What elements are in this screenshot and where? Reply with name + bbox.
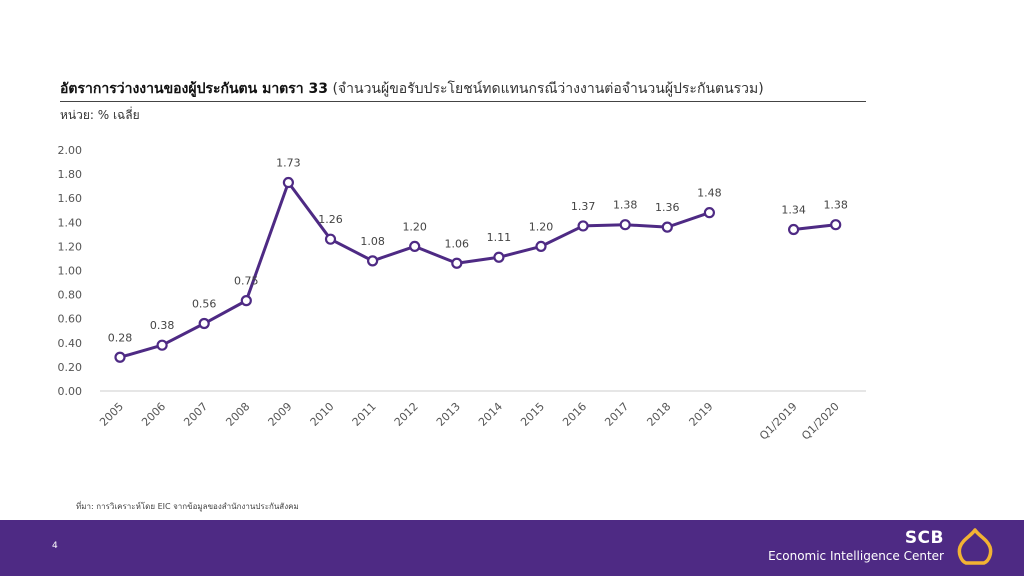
y-tick-label: 1.20 xyxy=(58,240,83,253)
data-label: 1.08 xyxy=(360,235,385,248)
x-tick-label: 2014 xyxy=(476,400,505,429)
brand-text: SCB Economic Intelligence Center xyxy=(768,528,944,564)
data-label: 1.73 xyxy=(276,157,301,170)
x-tick-label: 2016 xyxy=(560,400,589,429)
y-tick-label: 0.40 xyxy=(58,337,83,350)
data-point xyxy=(535,240,547,252)
title-divider xyxy=(60,101,866,102)
unit-label: หน่วย: % เฉลี่ย xyxy=(60,108,140,122)
series-line xyxy=(793,223,836,232)
x-tick-label: 2005 xyxy=(97,400,126,429)
data-point xyxy=(787,223,800,236)
data-point xyxy=(661,221,673,233)
chart-title-main: อัตราการว่างงานของผู้ประกันตน มาตรา 33 xyxy=(60,81,329,97)
data-label: 1.06 xyxy=(445,237,470,250)
data-label: 1.20 xyxy=(402,220,427,233)
data-point xyxy=(324,233,337,245)
x-tick-label: 2018 xyxy=(644,400,673,429)
data-label: 0.28 xyxy=(108,331,133,344)
y-tick-label: 2.00 xyxy=(58,144,83,157)
x-tick-label: Q1/2019 xyxy=(757,400,800,443)
y-tick-label: 0.80 xyxy=(58,289,83,302)
data-point xyxy=(156,339,168,351)
data-point xyxy=(282,176,294,189)
brand-subtitle: Economic Intelligence Center xyxy=(768,549,944,563)
data-label: 0.75 xyxy=(234,275,259,288)
source-note: ที่มา: การวิเคราะห์โดย EIC จากข้อมูลของส… xyxy=(76,502,299,511)
data-label: 1.37 xyxy=(571,200,596,213)
line-chart: 0.00 0.20 0.40 0.60 0.80 1.00 1.20 1.40 1.60 1.80… xyxy=(58,144,866,443)
data-point xyxy=(703,207,716,219)
x-tick-label: 2008 xyxy=(223,400,252,429)
data-label: 1.34 xyxy=(781,204,806,217)
chart-title-sub: (จำนวนผู้ขอรับประโยชน์ทดแทนกรณีว่างงานต่… xyxy=(332,81,764,97)
data-point xyxy=(367,255,379,267)
x-tick-label: 2017 xyxy=(602,400,631,429)
data-label: 1.11 xyxy=(487,231,512,244)
y-tick-label: 1.80 xyxy=(58,168,83,181)
data-label: 1.36 xyxy=(655,201,680,214)
y-tick-label: 1.40 xyxy=(58,216,83,229)
x-tick-label: 2009 xyxy=(266,400,295,429)
chart-title: อัตราการว่างงานของผู้ประกันตน มาตรา 33 (… xyxy=(60,78,866,100)
x-tick-label: 2010 xyxy=(308,400,337,429)
x-tick-label: 2013 xyxy=(434,400,463,429)
page-number: 4 xyxy=(52,541,58,551)
brand-name: SCB xyxy=(904,528,944,548)
y-tick-label: 0.20 xyxy=(58,361,83,374)
data-label: 1.20 xyxy=(529,220,554,233)
x-tick-label: 2019 xyxy=(687,400,716,429)
data-label: 1.26 xyxy=(318,213,343,226)
x-tick-label: 2006 xyxy=(139,400,168,429)
data-label: 0.56 xyxy=(192,298,217,311)
x-tick-label: Q1/2020 xyxy=(799,400,842,443)
data-label: 1.38 xyxy=(613,199,638,212)
data-label: 1.48 xyxy=(697,187,722,200)
data-point xyxy=(619,219,631,231)
data-point xyxy=(451,257,463,269)
data-point xyxy=(493,251,505,263)
data-point xyxy=(830,219,842,231)
footer-bar: 4 SCB Economic Intelligence Center xyxy=(0,520,1024,576)
x-tick-label: 2015 xyxy=(518,400,547,429)
x-tick-label: 2011 xyxy=(350,400,379,429)
x-tick-label: 2012 xyxy=(392,400,421,429)
data-point xyxy=(240,295,252,307)
data-point xyxy=(409,240,421,252)
data-point xyxy=(577,220,589,232)
data-point xyxy=(114,351,126,363)
y-tick-label: 0.00 xyxy=(58,385,83,398)
data-point xyxy=(198,317,210,330)
y-tick-label: 0.60 xyxy=(58,313,83,326)
y-tick-label: 1.60 xyxy=(58,192,83,205)
data-label: 1.38 xyxy=(823,199,848,212)
data-label: 0.38 xyxy=(150,319,175,332)
x-tick-label: 2007 xyxy=(181,400,210,429)
scb-logo-icon xyxy=(957,528,993,565)
y-tick-label: 1.00 xyxy=(58,265,83,278)
